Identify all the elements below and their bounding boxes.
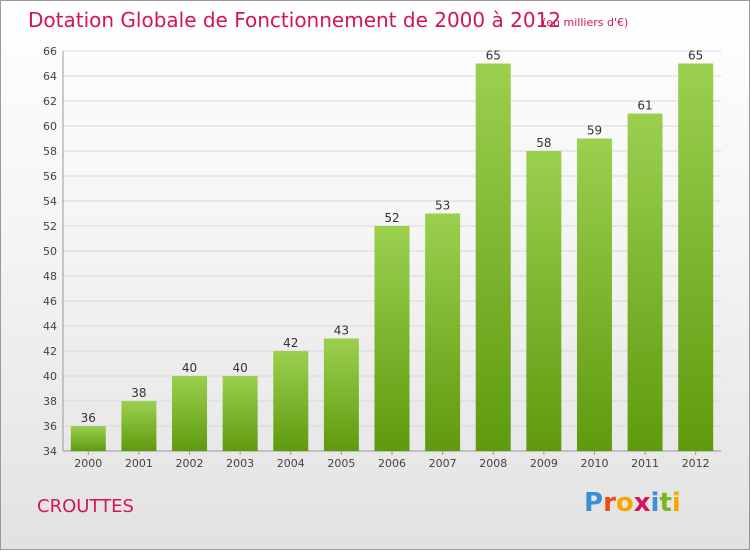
chart-unit: (en milliers d'€) — [542, 16, 629, 29]
y-tick-label: 58 — [43, 145, 57, 158]
x-tick-label: 2011 — [631, 457, 659, 470]
y-tick-label: 60 — [43, 120, 57, 133]
x-tick-label: 2012 — [682, 457, 710, 470]
value-label: 43 — [334, 324, 349, 338]
x-tick-label: 2009 — [530, 457, 558, 470]
value-label: 53 — [435, 199, 450, 213]
y-tick-label: 38 — [43, 395, 57, 408]
y-tick-label: 46 — [43, 295, 57, 308]
y-tick-label: 54 — [43, 195, 57, 208]
proxiti-logo: Proxiti — [584, 488, 681, 518]
bar-2007 — [425, 213, 461, 451]
x-tick-label: 2007 — [429, 457, 457, 470]
bar-2009 — [526, 151, 562, 451]
value-label: 38 — [131, 386, 146, 400]
x-tick-label: 2000 — [74, 457, 102, 470]
x-tick-label: 2003 — [226, 457, 254, 470]
value-label: 65 — [688, 49, 703, 63]
x-tick-label: 2005 — [327, 457, 355, 470]
value-label: 59 — [587, 124, 602, 138]
commune-name: CROUTTES — [37, 496, 134, 517]
value-label: 42 — [283, 336, 298, 350]
y-tick-label: 50 — [43, 245, 57, 258]
x-tick-label: 2004 — [277, 457, 305, 470]
value-label: 65 — [486, 49, 501, 63]
x-tick-label: 2006 — [378, 457, 406, 470]
value-label: 36 — [81, 411, 96, 425]
x-tick-label: 2001 — [125, 457, 153, 470]
bar-2006 — [374, 226, 410, 451]
y-tick-label: 52 — [43, 220, 57, 233]
y-tick-label: 34 — [43, 445, 57, 458]
value-label: 52 — [384, 211, 399, 225]
y-tick-label: 42 — [43, 345, 57, 358]
bar-2002 — [172, 376, 208, 451]
bar-2005 — [323, 338, 359, 451]
value-label: 61 — [637, 99, 652, 113]
bar-2000 — [70, 426, 106, 451]
bar-2011 — [627, 113, 663, 451]
y-tick-label: 40 — [43, 370, 57, 383]
x-tick-label: 2002 — [176, 457, 204, 470]
y-tick-label: 64 — [43, 70, 57, 83]
y-tick-label: 44 — [43, 320, 57, 333]
chart-title: Dotation Globale de Fonctionnement de 20… — [28, 8, 561, 32]
y-tick-label: 56 — [43, 170, 57, 183]
value-label: 40 — [233, 361, 248, 375]
bar-2008 — [475, 63, 511, 451]
y-tick-label: 66 — [43, 45, 57, 58]
value-label: 40 — [182, 361, 197, 375]
bar-2004 — [273, 351, 309, 451]
bar-2010 — [576, 138, 612, 451]
y-tick-label: 36 — [43, 420, 57, 433]
bar-2012 — [678, 63, 714, 451]
value-label: 58 — [536, 136, 551, 150]
x-tick-label: 2010 — [580, 457, 608, 470]
y-tick-label: 48 — [43, 270, 57, 283]
y-tick-label: 62 — [43, 95, 57, 108]
bar-2001 — [121, 401, 157, 451]
bar-2003 — [222, 376, 258, 451]
x-tick-label: 2008 — [479, 457, 507, 470]
